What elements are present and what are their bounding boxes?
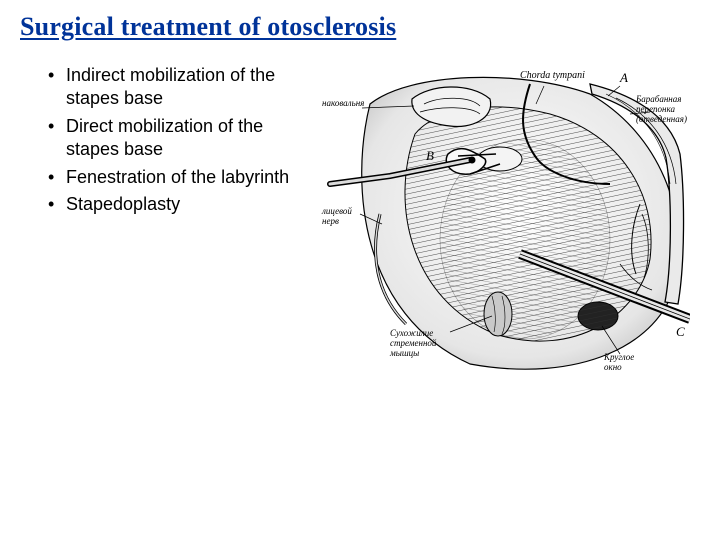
- bullet-list: Indirect mobilization of the stapes base…: [20, 64, 320, 220]
- figure-marker-B: B: [426, 148, 434, 163]
- figure-label: наковальня: [322, 98, 364, 108]
- bullet-item: Direct mobilization of the stapes base: [48, 115, 312, 162]
- anatomical-figure: A B C Chorda tympani наковальня лицевой …: [320, 64, 690, 384]
- figure-marker-A: A: [619, 70, 628, 85]
- content-row: Indirect mobilization of the stapes base…: [20, 64, 700, 384]
- figure-label: Chorda tympani: [520, 70, 585, 81]
- slide-title: Surgical treatment of otosclerosis: [20, 12, 700, 42]
- figure-marker-C: C: [676, 324, 685, 339]
- bullet-item: Indirect mobilization of the stapes base: [48, 64, 312, 111]
- slide: Surgical treatment of otosclerosis Indir…: [0, 0, 720, 540]
- bullet-item: Stapedoplasty: [48, 193, 312, 216]
- bullet-item: Fenestration of the labyrinth: [48, 166, 312, 189]
